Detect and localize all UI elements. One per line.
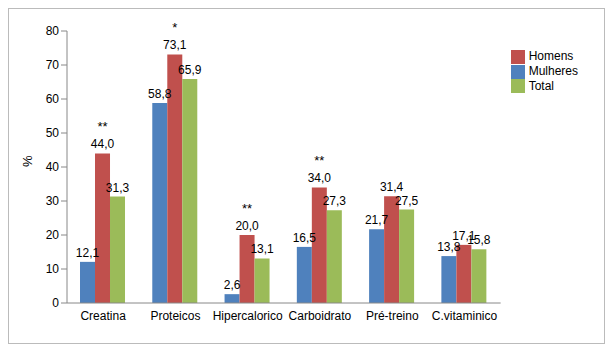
svg-text:27,5: 27,5 [395,194,419,208]
svg-text:%: % [20,155,35,167]
svg-text:2,6: 2,6 [224,278,241,292]
svg-text:13,8: 13,8 [437,240,461,255]
html-text:Mulheres: Mulheres [528,63,578,78]
svg-text:Pré-treino: Pré-treino [366,309,419,323]
svg-text:**: ** [314,153,324,168]
svg-text:20: 20 [46,228,60,242]
svg-text:31,3: 31,3 [106,181,130,195]
svg-text:Proteicos: Proteicos [150,309,200,323]
svg-text:20,0: 20,0 [235,219,259,233]
svg-text:12,1: 12,1 [76,246,100,260]
svg-text:Creatina: Creatina [80,309,126,323]
svg-text:13,1: 13,1 [250,242,274,256]
svg-text:10: 10 [46,262,60,276]
svg-text:Hipercalorico: Hipercalorico [213,309,283,323]
svg-text:**: ** [242,201,252,216]
svg-text:70: 70 [46,58,60,72]
svg-text:30: 30 [46,194,60,208]
svg-text:C.vitaminico: C.vitaminico [432,309,498,323]
svg-text:73,1: 73,1 [163,38,187,52]
svg-text:34,0: 34,0 [308,171,332,185]
svg-text:40: 40 [46,160,60,174]
svg-text:60: 60 [46,92,60,106]
svg-text:21,7: 21,7 [365,213,389,227]
svg-text:50: 50 [46,126,60,140]
html-text:Total: Total [528,78,554,93]
svg-text:15,8: 15,8 [467,233,491,247]
svg-text:80: 80 [46,24,60,38]
svg-text:58,8: 58,8 [148,87,172,101]
svg-text:*: * [172,20,177,35]
svg-text:27,3: 27,3 [323,194,347,208]
svg-text:44,0: 44,0 [91,137,115,151]
svg-text:31,4: 31,4 [380,180,404,194]
svg-text:17,1: 17,1 [452,228,476,243]
svg-text:**: ** [97,119,107,134]
svg-text:65,9: 65,9 [178,63,202,77]
html-text:Homens: Homens [528,49,574,63]
svg-text:0: 0 [52,296,59,310]
svg-text:16,5: 16,5 [293,231,317,245]
svg-text:Carboidrato: Carboidrato [289,309,352,323]
